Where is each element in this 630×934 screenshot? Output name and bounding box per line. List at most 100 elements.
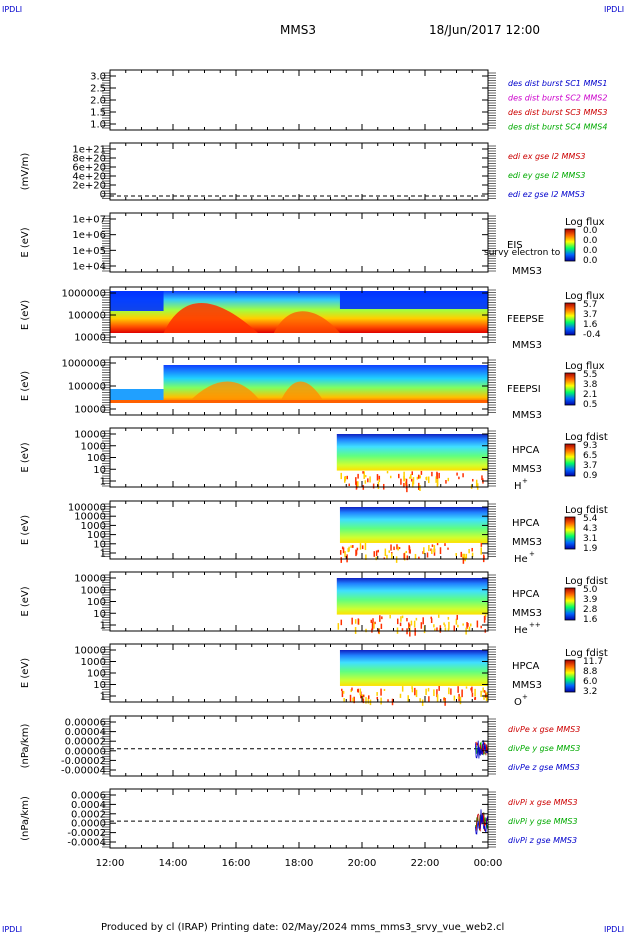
spectrogram-speckle (340, 557, 343, 563)
spectrogram-speckle (374, 621, 376, 625)
spectrogram-speckle (444, 624, 446, 627)
spectrogram-speckle (386, 554, 388, 560)
panel-des-dist: 3.02.52.01.51.0 des dist burst SC1 MMS1 de… (90, 69, 607, 132)
panel-eis: 1e+07 1e+06 1e+05 1e+04 E (eV) EIS MMS3 survy e… (20, 212, 605, 277)
y-axis-label: E (eV) (20, 515, 31, 545)
spectrogram-speckle (356, 689, 359, 692)
spectrogram-speckle (370, 619, 373, 623)
spectrogram-speckle (409, 629, 411, 637)
spectrogram-speckle (375, 550, 378, 556)
spectrogram-speckle (409, 626, 411, 633)
colorbar-tick-label: 0.0 (583, 246, 598, 256)
spectrogram-speckle (460, 551, 463, 558)
colorbar-tick-label: 0.9 (583, 471, 598, 481)
spectrogram-speckle (342, 547, 345, 554)
spectrogram-band (339, 650, 488, 686)
spectrogram-speckle (409, 549, 411, 554)
instrument-label: HPCA (512, 518, 540, 529)
colorbar-tick-label: 5.0 (583, 585, 598, 595)
plot-area (110, 213, 488, 272)
instrument-label: EIS (507, 240, 523, 251)
spectrogram-speckle (412, 477, 415, 485)
spectrogram-speckle (465, 553, 468, 560)
spectrogram-speckle (484, 614, 487, 618)
y-tick-label: 1000 (81, 657, 106, 668)
colorbar-tick-label: 9.3 (583, 441, 597, 451)
spectrogram-speckle (357, 618, 360, 625)
y-tick-label: 1 (100, 621, 106, 632)
spectrogram-speckle (414, 627, 416, 636)
y-tick-label: 100 (87, 453, 106, 464)
y-tick-label: -0.00004 (61, 766, 106, 777)
colorbar-tick-label: 0.0 (583, 236, 598, 246)
instrument-label: HPCA (512, 589, 540, 600)
plot-area (110, 70, 488, 130)
colorbar-title: Log fdist (565, 432, 608, 443)
spectrogram-speckle (465, 686, 468, 689)
colorbar-tick-label: 2.1 (583, 390, 597, 400)
spectrogram-speckle (431, 544, 434, 547)
spectrogram-speckle (397, 546, 399, 551)
spectrogram-speckle (483, 694, 485, 700)
spectrogram-hot-region (163, 303, 259, 333)
spectrogram-speckle (480, 625, 482, 629)
spectrogram-speckle (407, 695, 409, 702)
spectrogram-speckle (378, 479, 381, 483)
legend-entry: des dist burst SC1 MMS1 (508, 79, 607, 88)
spectrogram-speckle (400, 616, 402, 622)
colorbar-tick-label: 6.0 (583, 677, 598, 687)
spectrogram-speckle (398, 473, 400, 479)
spectrogram-speckle (393, 546, 395, 551)
spectrogram-speckle (347, 548, 349, 553)
y-tick-label: 1e+07 (72, 215, 106, 226)
spectrogram-speckle (453, 625, 456, 632)
spectrogram-speckle (389, 475, 392, 479)
spectrogram-speckle (346, 554, 348, 563)
spectrogram-speckle (425, 688, 427, 695)
spectrogram-speckle (436, 472, 438, 479)
spectrogram-band (339, 507, 488, 543)
colorbar-tick-label: 4.3 (583, 524, 597, 534)
spectrogram-speckle (396, 544, 398, 550)
colorbar-tick-label: -0.4 (583, 330, 601, 340)
spectrogram-speckle (372, 483, 375, 489)
y-tick-label: 3.0 (90, 72, 106, 83)
spectrogram-speckle (462, 623, 464, 626)
y-tick-label: 0.0000 (71, 819, 106, 830)
panel-feepsi: 1000000 100000 10000 E (eV) FEEPSI MMS3 Log fl… (20, 356, 605, 421)
y-tick-label: 0.0002 (71, 809, 106, 820)
y-tick-label: -0.0002 (67, 828, 106, 839)
y-tick-label: 100 (87, 669, 106, 680)
spectrogram-speckle (420, 622, 423, 629)
colorbar-tick-label: 3.9 (583, 595, 598, 605)
colorbar-tick-label: 5.4 (583, 514, 598, 524)
spectrogram-speckle (380, 697, 382, 705)
footer-text: Produced by cl (IRAP) Printing date: 02/… (101, 922, 504, 933)
spectrogram-speckle (348, 546, 350, 552)
legend-entry: divPi x gse MMS3 (508, 798, 578, 807)
colorbar (564, 516, 576, 550)
spectrogram-speckle (420, 470, 423, 475)
overlay-text: survy electron to (484, 248, 561, 258)
spectrogram-speckle (462, 553, 464, 559)
spectrogram-speckle (475, 479, 478, 487)
spectrogram-speckle (403, 553, 405, 560)
spectrogram-speckle (447, 477, 450, 482)
y-axis-label: (mV/m) (20, 153, 31, 191)
spectrogram-speckle (357, 473, 359, 479)
spectrogram-speckle (401, 686, 404, 692)
spectrogram-speckle (341, 688, 343, 691)
y-axis-label: (nPa/km) (20, 796, 31, 841)
spectrogram-speckle (363, 471, 365, 479)
species-charge: + (522, 693, 528, 701)
y-tick-label: 1.0 (90, 120, 106, 131)
spectrogram-speckle (480, 547, 482, 555)
y-tick-label: 1 (100, 477, 106, 488)
species-label: He (514, 554, 528, 565)
spectrogram-speckle (462, 473, 464, 478)
spectrogram-speckle (444, 543, 446, 546)
